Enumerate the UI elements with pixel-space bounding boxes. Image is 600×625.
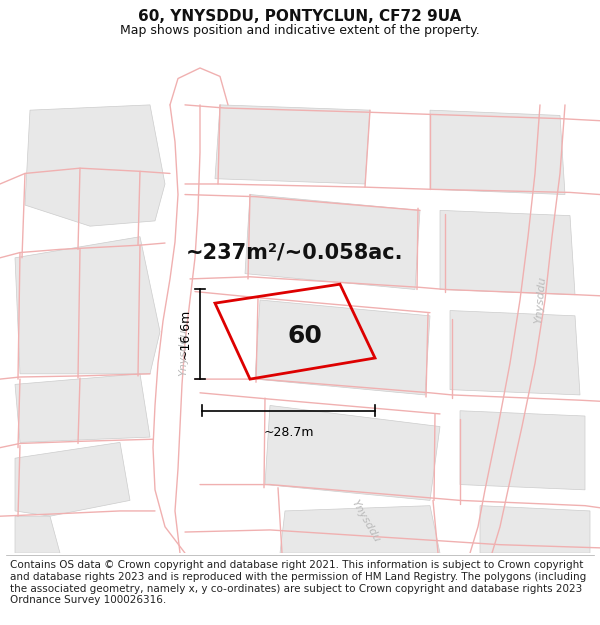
Polygon shape (480, 506, 590, 553)
Text: 60, YNYSDDU, PONTYCLUN, CF72 9UA: 60, YNYSDDU, PONTYCLUN, CF72 9UA (139, 9, 461, 24)
Text: ~237m²/~0.058ac.: ~237m²/~0.058ac. (186, 242, 404, 262)
Text: 60: 60 (287, 324, 322, 348)
Polygon shape (460, 411, 585, 490)
Polygon shape (255, 300, 430, 395)
Text: Map shows position and indicative extent of the property.: Map shows position and indicative extent… (120, 24, 480, 36)
Text: Ynysddu: Ynysddu (533, 276, 547, 324)
Text: ~28.7m: ~28.7m (263, 426, 314, 439)
Polygon shape (280, 506, 440, 553)
Polygon shape (440, 211, 575, 295)
Text: Ynysddu: Ynysddu (178, 329, 188, 376)
Polygon shape (15, 237, 160, 374)
Polygon shape (15, 442, 130, 516)
Text: Ynysddu: Ynysddu (349, 499, 381, 544)
Polygon shape (15, 516, 60, 553)
Polygon shape (265, 406, 440, 501)
Polygon shape (215, 105, 370, 184)
Text: ~16.6m: ~16.6m (179, 309, 192, 359)
Polygon shape (430, 110, 565, 194)
Polygon shape (15, 374, 150, 442)
Polygon shape (25, 105, 165, 226)
Text: Contains OS data © Crown copyright and database right 2021. This information is : Contains OS data © Crown copyright and d… (10, 560, 586, 605)
Polygon shape (450, 311, 580, 395)
Polygon shape (245, 194, 420, 289)
